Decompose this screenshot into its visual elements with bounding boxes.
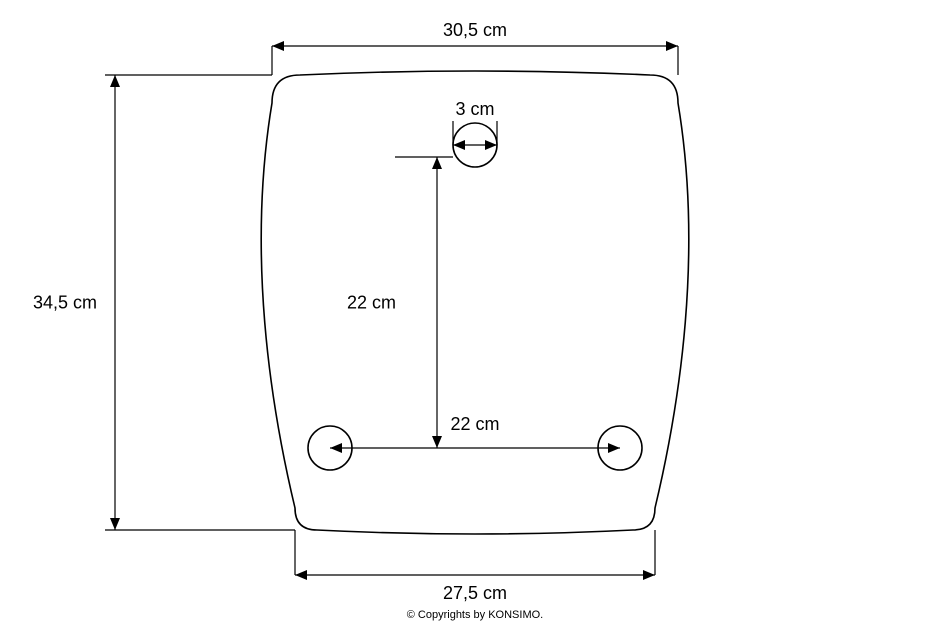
technical-drawing: 30,5 cm 27,5 cm 34,5 cm 3 cm 22 cm 22 cm © Co… <box>0 0 950 633</box>
dimension-label: 34,5 cm <box>33 293 97 313</box>
dimension-label: 27,5 cm <box>443 583 507 603</box>
dimension-label: 22 cm <box>347 293 396 313</box>
dimension-label: 22 cm <box>450 414 499 434</box>
copyright-text: © Copyrights by KONSIMO. <box>407 609 543 621</box>
dimension-label: 30,5 cm <box>443 20 507 40</box>
dimension-label: 3 cm <box>455 99 494 119</box>
seat-outline <box>261 71 689 534</box>
dimensions-group: 30,5 cm 27,5 cm 34,5 cm 3 cm 22 cm 22 cm <box>33 20 678 603</box>
